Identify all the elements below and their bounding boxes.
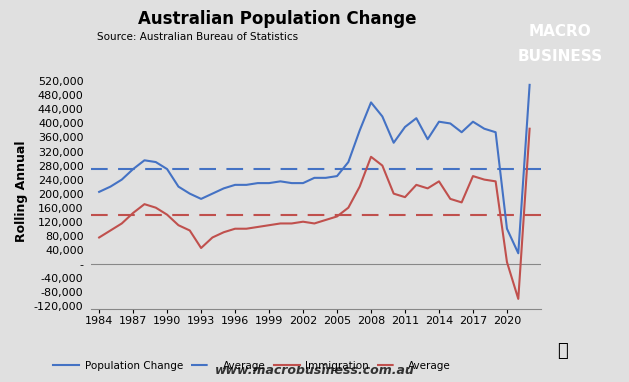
Text: 🐺: 🐺 bbox=[557, 342, 569, 361]
Text: MACRO: MACRO bbox=[529, 24, 591, 39]
Y-axis label: Rolling Annual: Rolling Annual bbox=[15, 140, 28, 242]
Text: Australian Population Change: Australian Population Change bbox=[138, 10, 416, 28]
Text: BUSINESS: BUSINESS bbox=[518, 49, 603, 64]
Legend: Population Change, Average, Immigration, Average: Population Change, Average, Immigration,… bbox=[49, 356, 455, 375]
Text: www.macrobusiness.com.au: www.macrobusiness.com.au bbox=[214, 364, 415, 377]
Text: Source: Australian Bureau of Statistics: Source: Australian Bureau of Statistics bbox=[97, 32, 299, 42]
